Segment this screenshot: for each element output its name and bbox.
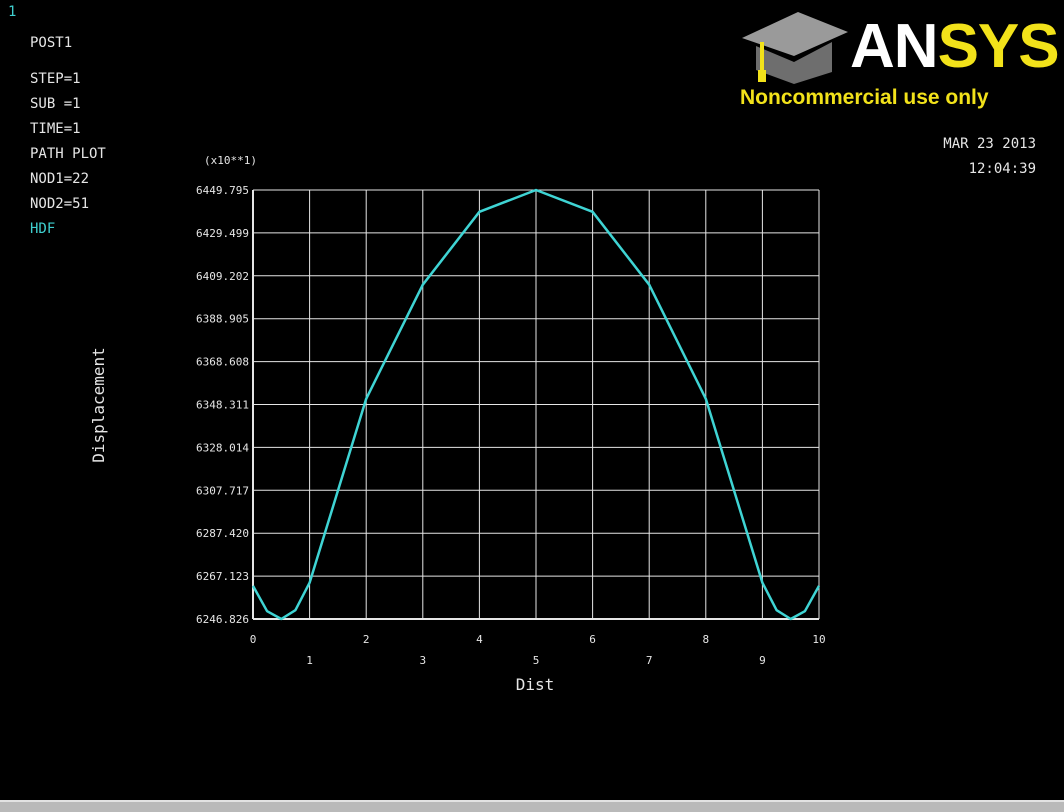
y-tick-label: 6449.795 xyxy=(196,184,249,197)
header-sub: SUB =1 xyxy=(30,96,81,112)
header-hdf: HDF xyxy=(30,221,56,237)
date-stamp: MAR 23 2013 xyxy=(943,136,1036,152)
window-number: 1 xyxy=(8,4,17,20)
ansys-logo: ANSYS Noncommercial use only xyxy=(738,8,1060,118)
y-tick-label: 6287.420 xyxy=(196,527,249,540)
x-tick-label: 9 xyxy=(759,654,766,667)
y-tick-label: 6328.014 xyxy=(196,441,249,454)
x-tick-label: 8 xyxy=(702,633,709,646)
header-step: STEP=1 xyxy=(30,71,81,87)
header-nod2: NOD2=51 xyxy=(30,196,90,212)
header-time: TIME=1 xyxy=(30,121,81,137)
x-tick-label: 5 xyxy=(533,654,540,667)
y-multiplier-label: (x10**1) xyxy=(204,154,257,167)
header-path-plot: PATH PLOT xyxy=(30,146,106,162)
x-axis-label: Dist xyxy=(516,675,555,694)
bottom-divider xyxy=(0,800,1064,802)
x-tick-label: 4 xyxy=(476,633,483,646)
x-tick-label: 6 xyxy=(589,633,596,646)
x-tick-label: 1 xyxy=(306,654,313,667)
y-tick-label: 6267.123 xyxy=(196,570,249,583)
y-tick-label: 6368.608 xyxy=(196,356,249,369)
x-tick-label: 0 xyxy=(250,633,257,646)
y-tick-label: 6388.905 xyxy=(196,313,249,326)
ansys-wordmark-sys: SYS xyxy=(937,12,1060,81)
y-tick-label: 6348.311 xyxy=(196,399,249,412)
y-axis-label: Displacement xyxy=(89,347,108,463)
y-tick-labels: 6246.826 6267.123 6287.420 6307.717 6328.014… xyxy=(196,184,249,626)
header-nod1: NOD1=22 xyxy=(30,171,90,187)
y-tick-label: 6409.202 xyxy=(196,270,249,283)
x-tick-label: 10 xyxy=(812,633,825,646)
header-post1: POST1 xyxy=(30,35,73,51)
curve xyxy=(251,188,821,621)
y-tick-label: 6246.826 xyxy=(196,613,249,626)
axes xyxy=(252,190,819,620)
x-tick-label: 7 xyxy=(646,654,653,667)
grid-lines xyxy=(253,189,820,619)
ansys-wordmark-an: AN xyxy=(850,12,939,81)
ansys-wordmark: ANSYS xyxy=(850,12,1060,82)
y-tick-label: 6307.717 xyxy=(196,484,249,497)
bottom-status-bar xyxy=(0,800,1064,812)
x-tick-labels: 0 1 2 3 4 5 6 7 8 9 10 xyxy=(250,633,826,667)
displacement-curve xyxy=(251,188,821,621)
x-tick-label: 2 xyxy=(363,633,370,646)
x-tick-label: 3 xyxy=(419,654,426,667)
noncommercial-tagline: Noncommercial use only xyxy=(740,86,989,109)
graduation-cap-icon xyxy=(742,12,848,84)
y-tick-label: 6429.499 xyxy=(196,227,249,240)
time-stamp: 12:04:39 xyxy=(968,161,1036,177)
